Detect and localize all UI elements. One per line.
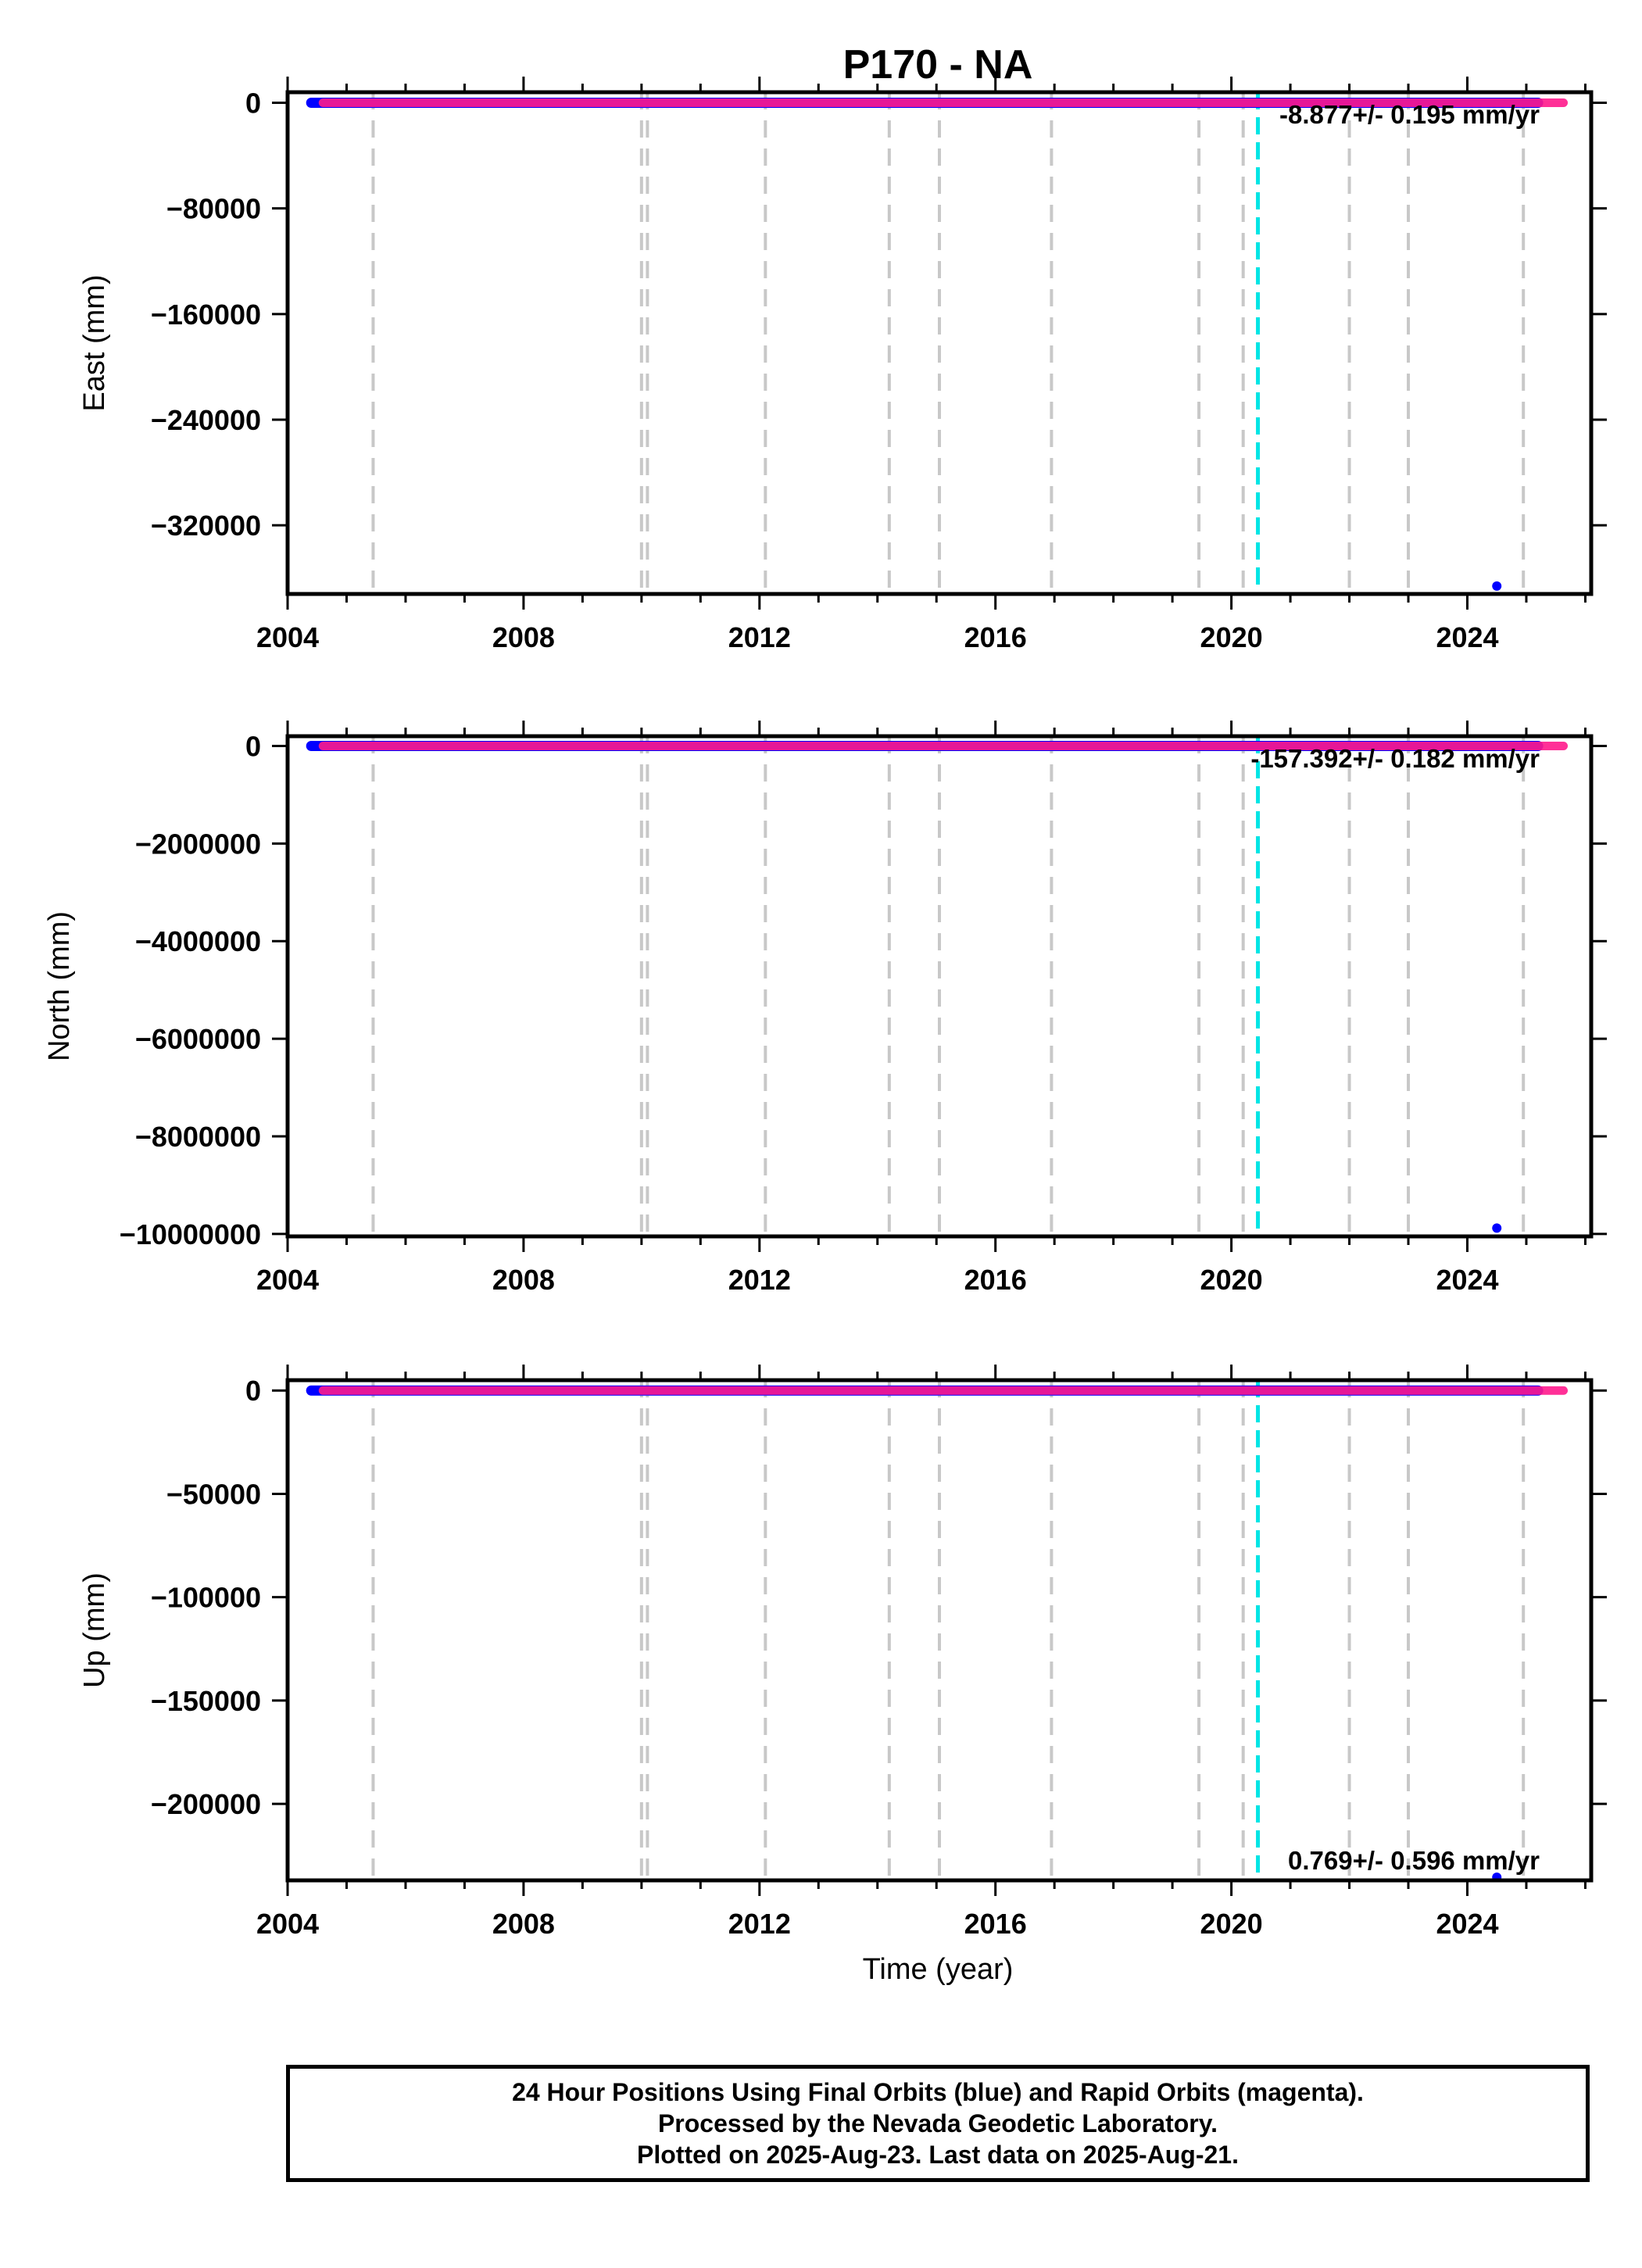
footer-caption: 24 Hour Positions Using Final Orbits (bl… — [286, 2065, 1590, 2182]
x-tick-label: 2016 — [964, 621, 1027, 653]
panel-east: 2004 2008 2012 2016 2020 2024 0 −80000 −160000 −2… — [78, 77, 1607, 653]
footer-line-1: 24 Hour Positions Using Final Orbits (bl… — [512, 2078, 1364, 2106]
y-tick-label: −80000 — [166, 193, 261, 225]
x-tick-label: 2012 — [728, 1908, 791, 1940]
x-tick-label: 2016 — [964, 1908, 1027, 1940]
y-tick-label: −150000 — [151, 1685, 261, 1717]
y-axis-label: East (mm) — [78, 274, 111, 411]
x-tick-label: 2008 — [492, 621, 555, 653]
x-tick-label: 2004 — [256, 1908, 319, 1940]
plot-frame — [285, 90, 1594, 596]
panel-up: 2004 2008 2012 2016 2020 2024 0 −50000 −100000 −1… — [78, 1365, 1607, 1940]
x-tick-label: 2020 — [1200, 1264, 1263, 1296]
x-tick-label: 2012 — [728, 1264, 791, 1296]
final-orbits-outlier-point — [1492, 1223, 1502, 1233]
y-tick-label: −6000000 — [135, 1023, 261, 1055]
x-tick-label: 2004 — [256, 1264, 319, 1296]
velocity-rate-label: -157.392+/- 0.182 mm/yr — [1250, 744, 1540, 773]
y-tick-label: −8000000 — [135, 1121, 261, 1153]
x-tick-label: 2024 — [1436, 621, 1498, 653]
y-axis-label: North (mm) — [43, 911, 76, 1061]
y-tick-label: 0 — [245, 88, 261, 120]
x-axis-label: Time (year) — [863, 1953, 1014, 1986]
plot-frame — [285, 1378, 1594, 1883]
x-tick-label: 2004 — [256, 621, 319, 653]
y-tick-label: 0 — [245, 730, 261, 762]
x-tick-label: 2008 — [492, 1908, 555, 1940]
y-axis-label: Up (mm) — [78, 1572, 111, 1688]
plot-frame — [285, 734, 1594, 1239]
velocity-rate-label: -8.877+/- 0.195 mm/yr — [1279, 100, 1540, 129]
x-tick-label: 2020 — [1200, 621, 1263, 653]
footer-line-3: Plotted on 2025-Aug-23. Last data on 202… — [637, 2141, 1239, 2169]
y-tick-label: −2000000 — [135, 828, 261, 860]
figure-title: P170 - NA — [843, 42, 1033, 88]
y-tick-label: −160000 — [151, 299, 261, 331]
x-tick-label: 2008 — [492, 1264, 555, 1296]
panel-north: 2004 2008 2012 2016 2020 2024 0 −2000000 −400000… — [43, 721, 1607, 1296]
y-tick-label: −10000000 — [120, 1218, 261, 1250]
velocity-rate-label: 0.769+/- 0.596 mm/yr — [1288, 1846, 1540, 1875]
final-orbits-outlier-point — [1492, 581, 1502, 591]
y-tick-label: −4000000 — [135, 925, 261, 957]
x-tick-label: 2024 — [1436, 1908, 1498, 1940]
x-tick-label: 2012 — [728, 621, 791, 653]
panels: 2004 2008 2012 2016 2020 2024 0 −80000 −160000 −2… — [43, 77, 1607, 1940]
y-tick-label: −200000 — [151, 1788, 261, 1820]
y-tick-label: 0 — [245, 1375, 261, 1407]
x-tick-label: 2024 — [1436, 1264, 1498, 1296]
y-tick-label: −240000 — [151, 404, 261, 436]
x-tick-label: 2020 — [1200, 1908, 1263, 1940]
y-tick-label: −100000 — [151, 1582, 261, 1614]
footer-line-2: Processed by the Nevada Geodetic Laborat… — [657, 2109, 1218, 2137]
y-tick-label: −320000 — [151, 510, 261, 542]
y-tick-label: −50000 — [166, 1478, 261, 1510]
x-tick-label: 2016 — [964, 1264, 1027, 1296]
